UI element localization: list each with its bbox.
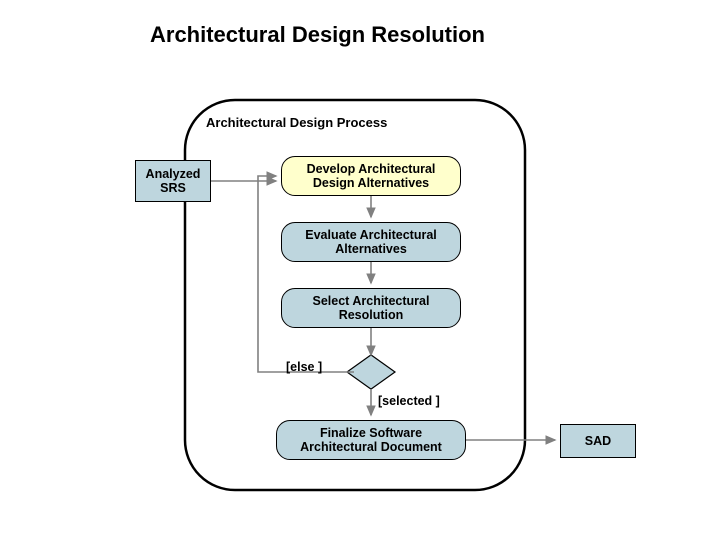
node-label: Evaluate ArchitecturalAlternatives: [305, 228, 437, 257]
node-evaluate: Evaluate ArchitecturalAlternatives: [281, 222, 461, 262]
node-label: Select ArchitecturalResolution: [313, 294, 430, 323]
node-analyzed-srs: AnalyzedSRS: [135, 160, 211, 202]
decision-label-else: [else ]: [286, 360, 322, 374]
process-container-label: Architectural Design Process: [202, 115, 391, 130]
node-label: Develop ArchitecturalDesign Alternatives: [307, 162, 436, 191]
node-sad: SAD: [560, 424, 636, 458]
node-label: Finalize SoftwareArchitectural Document: [300, 426, 442, 455]
node-label: SAD: [585, 434, 611, 448]
edge: [258, 176, 354, 372]
node-develop: Develop ArchitecturalDesign Alternatives: [281, 156, 461, 196]
decision-label-selected: [selected ]: [378, 394, 440, 408]
node-finalize: Finalize SoftwareArchitectural Document: [276, 420, 466, 460]
decision-diamond: [347, 355, 395, 389]
node-label: AnalyzedSRS: [146, 167, 201, 196]
diagram-title: Architectural Design Resolution: [150, 22, 485, 48]
node-select: Select ArchitecturalResolution: [281, 288, 461, 328]
